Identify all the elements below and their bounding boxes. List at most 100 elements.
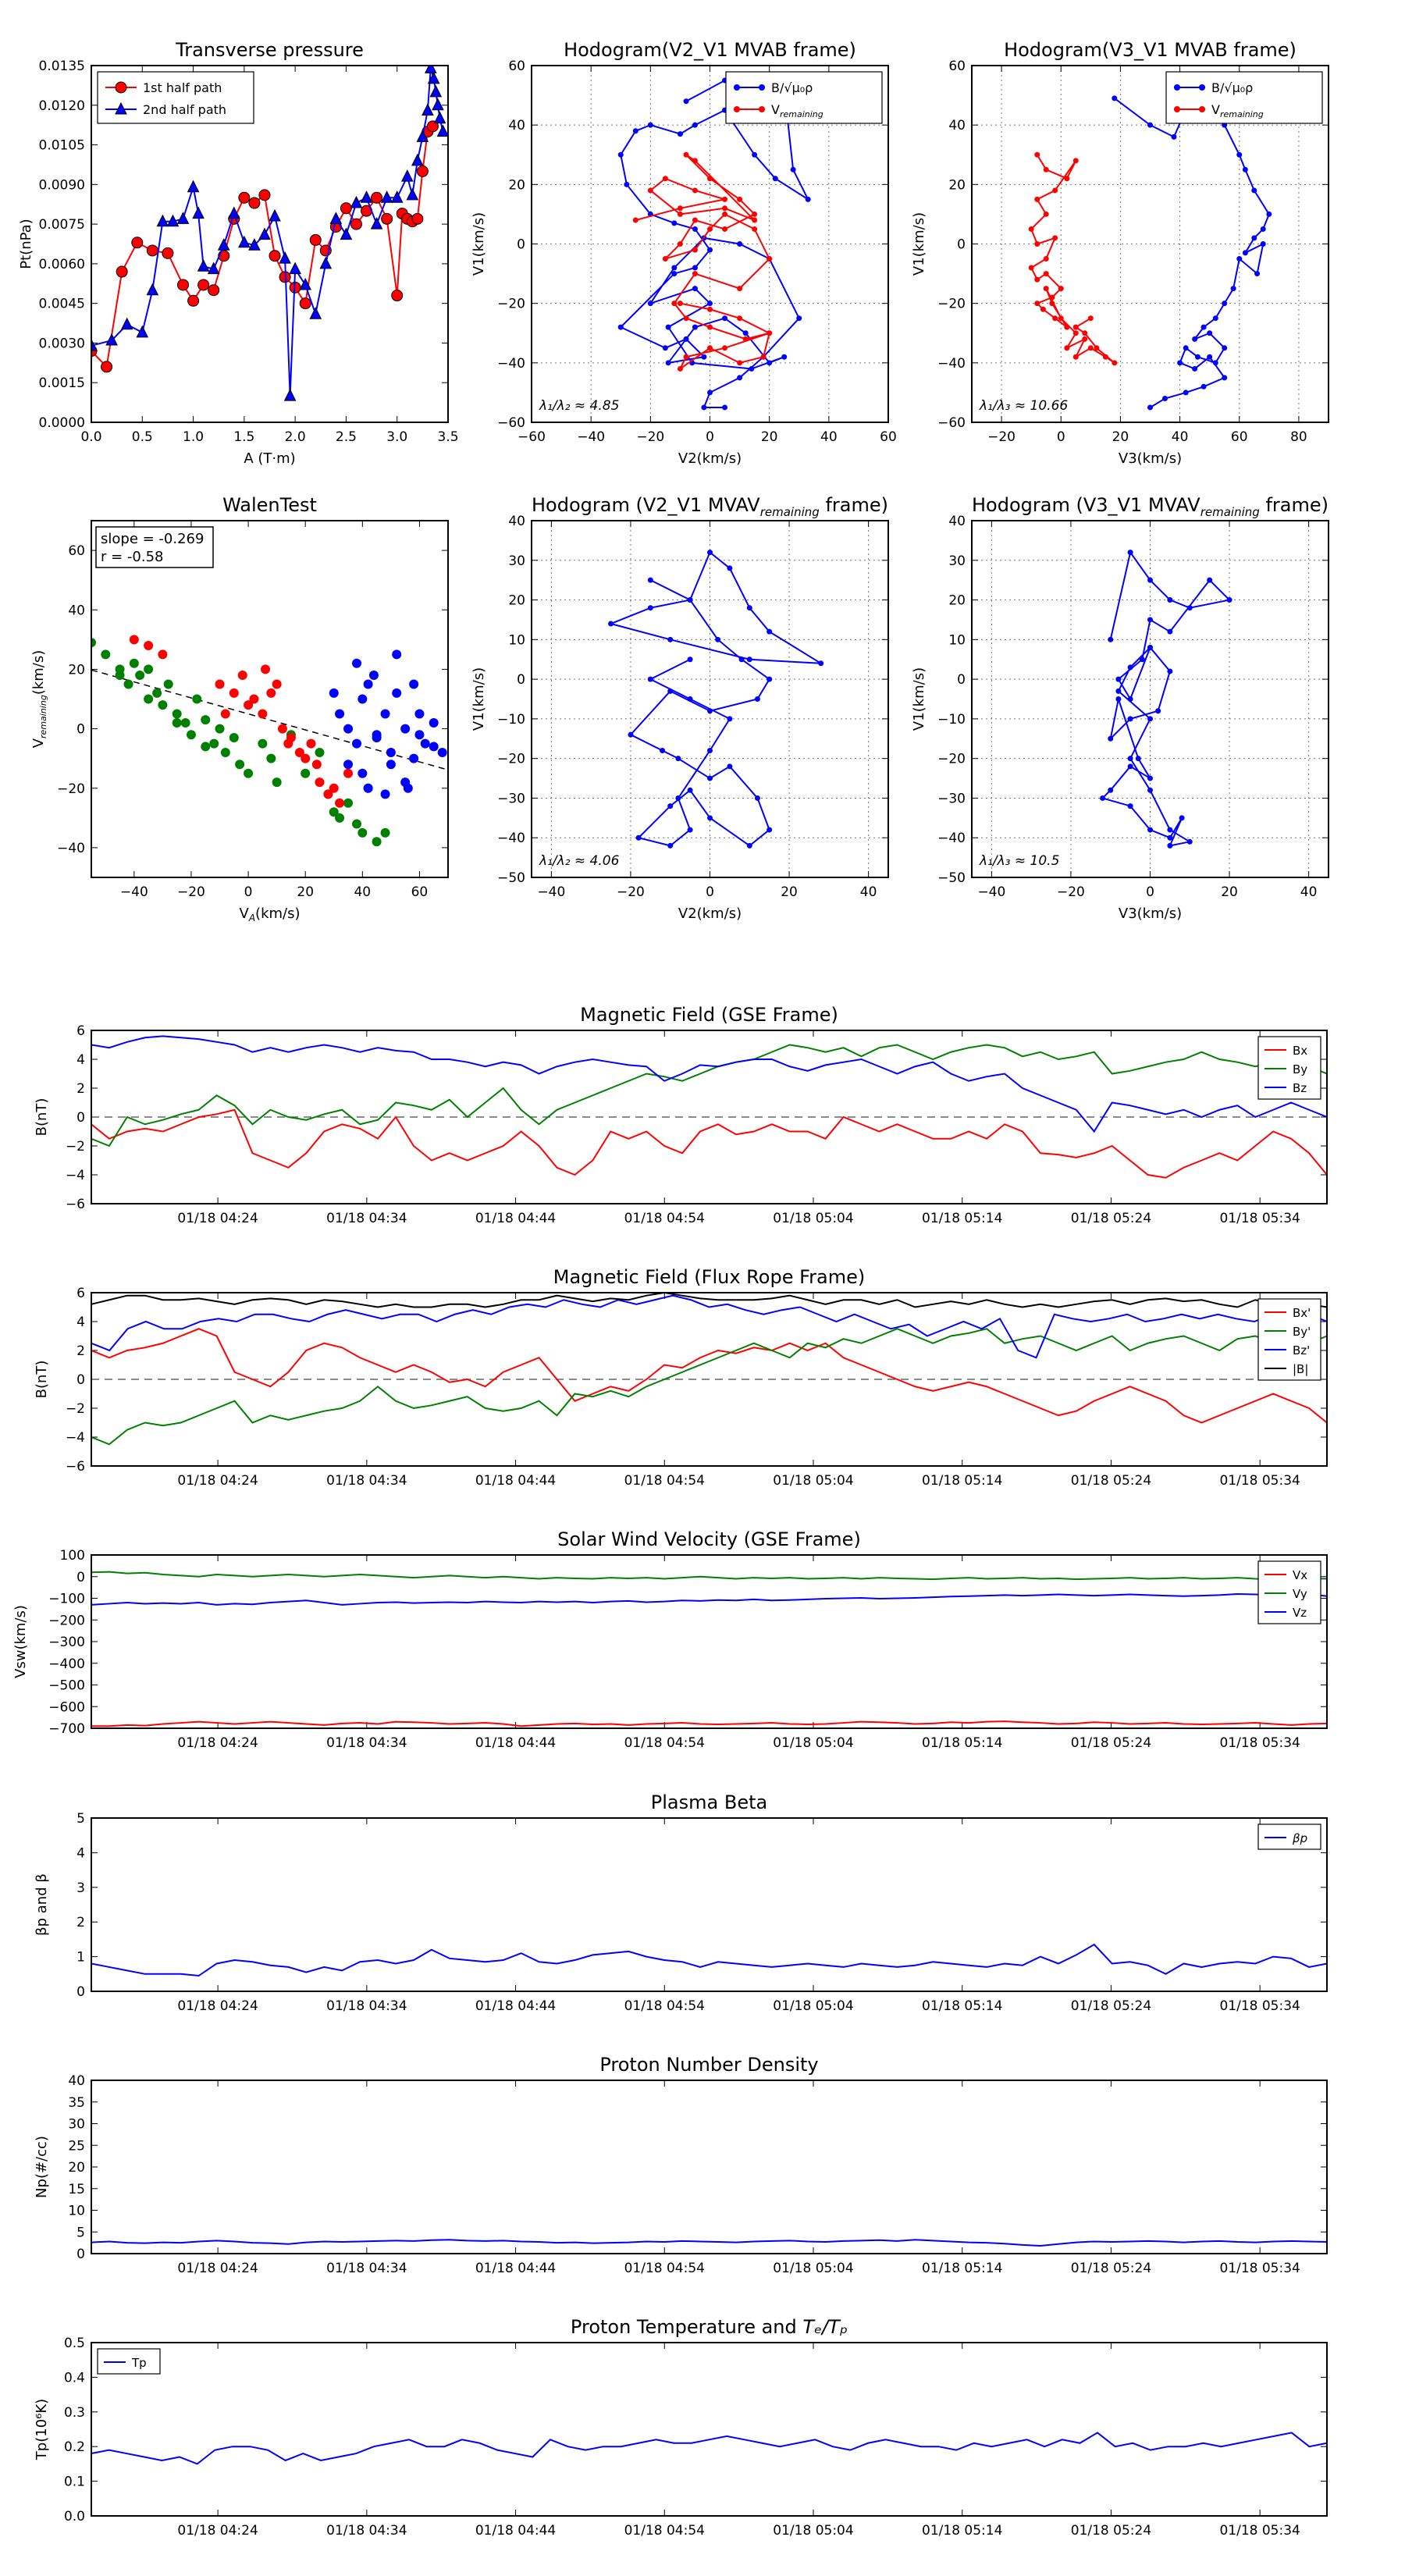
data-point: [372, 837, 382, 847]
data-point: [767, 628, 773, 635]
x-tick-label: −20: [987, 429, 1016, 445]
y-tick-label: −40: [57, 841, 85, 856]
data-point: [1147, 644, 1153, 650]
data-point: [722, 315, 728, 322]
series-b-----: [1112, 86, 1272, 411]
y-tick-label: 40: [68, 2073, 85, 2089]
x-tick-label: 01/18 04:34: [326, 2523, 407, 2539]
data-point: [715, 636, 721, 642]
data-point: [722, 196, 728, 202]
series-line-vy: [91, 1571, 1327, 1581]
plot-frame: [91, 1030, 1328, 1204]
x-tick-label: 60: [880, 429, 897, 445]
y-tick-label: 30: [948, 553, 966, 569]
data-point: [1183, 345, 1189, 351]
y-tick-label: 15: [68, 2182, 85, 2197]
y-tick-label: −4: [66, 1168, 85, 1183]
x-tick-label: −60: [518, 429, 546, 445]
data-point: [390, 190, 404, 203]
data-point: [229, 688, 239, 698]
legend: Bx' By' Bz' |B|: [1257, 1298, 1321, 1381]
data-point: [135, 671, 145, 681]
data-point: [727, 716, 733, 722]
data-point: [1207, 354, 1213, 360]
x-tick-label: −20: [1057, 884, 1085, 900]
plot-frame: [91, 520, 449, 878]
data-point: [737, 360, 743, 366]
data-point: [752, 226, 758, 232]
y-tick-label: 0.0015: [39, 375, 85, 391]
data-point: [335, 709, 345, 719]
data-point: [1087, 315, 1094, 322]
plot-area: [91, 635, 448, 847]
data-point: [687, 787, 693, 793]
data-point: [152, 688, 162, 698]
data-point: [329, 688, 339, 698]
data-point: [667, 803, 674, 809]
data-point: [1135, 756, 1141, 762]
chart-title: Hodogram(V3_V1 MVAB frame): [1004, 39, 1297, 61]
y-axis-label: βp and β: [34, 1873, 50, 1936]
y-tick-label: 3: [76, 1880, 85, 1896]
data-point: [163, 679, 173, 689]
x-tick-label: 01/18 05:14: [922, 1211, 1002, 1226]
data-point: [1236, 151, 1243, 158]
data-point: [400, 724, 411, 734]
data-point: [1043, 271, 1049, 277]
data-point: [667, 636, 674, 642]
data-point: [294, 748, 304, 758]
y-tick-label: 0: [76, 1110, 85, 1126]
y-tick-label: 20: [68, 662, 85, 678]
data-point: [1052, 187, 1058, 194]
y-tick-label: 0: [957, 237, 966, 253]
y-tick-label: −30: [937, 791, 966, 806]
y-tick-label: −50: [497, 870, 525, 886]
data-point: [244, 700, 254, 710]
data-point: [707, 345, 713, 351]
data-point: [617, 324, 624, 330]
legend-marker: [759, 84, 765, 91]
legend-label: B/√μ₀ρ: [1211, 80, 1253, 95]
y-tick-label: 1: [76, 1950, 85, 1966]
data-point: [767, 330, 773, 336]
y-tick-label: −60: [937, 415, 966, 431]
x-tick-label: 01/18 05:14: [922, 2261, 1002, 2276]
data-point: [772, 176, 778, 182]
y-tick-label: 0: [76, 722, 85, 738]
data-point: [91, 638, 96, 648]
data-point: [158, 649, 168, 660]
data-point: [1115, 676, 1122, 682]
data-point: [162, 247, 174, 259]
data-point: [1186, 838, 1193, 845]
x-tick-label: 1.0: [183, 429, 204, 445]
x-tick-label: 01/18 04:44: [475, 1735, 556, 1751]
data-point: [343, 798, 354, 808]
data-point: [380, 709, 390, 719]
data-point: [350, 218, 362, 230]
data-point: [707, 306, 713, 312]
plot-area: [1100, 550, 1232, 849]
x-tick-label: 01/18 05:04: [773, 1473, 853, 1489]
plot-area: [91, 1571, 1327, 1727]
data-point: [1251, 235, 1257, 241]
data-point: [187, 180, 200, 193]
data-point: [722, 211, 728, 217]
data-point: [220, 709, 230, 719]
y-tick-label: 0.0120: [39, 98, 85, 114]
data-point: [818, 660, 824, 667]
plot-area: [608, 550, 824, 849]
y-tick-label: −600: [48, 1699, 85, 1715]
data-point: [266, 753, 276, 763]
data-point: [767, 827, 773, 833]
data-point: [796, 315, 802, 322]
data-point: [371, 191, 383, 204]
y-tick-label: 0.0030: [39, 336, 85, 351]
data-point: [177, 279, 190, 291]
y-tick-label: 2: [76, 1081, 85, 1097]
x-tick-label: 01/18 05:24: [1071, 1735, 1151, 1751]
data-point: [299, 297, 311, 310]
stats-r: r = -0.58: [101, 549, 164, 565]
data-point: [414, 730, 425, 740]
y-tick-label: 6: [76, 1286, 85, 1301]
